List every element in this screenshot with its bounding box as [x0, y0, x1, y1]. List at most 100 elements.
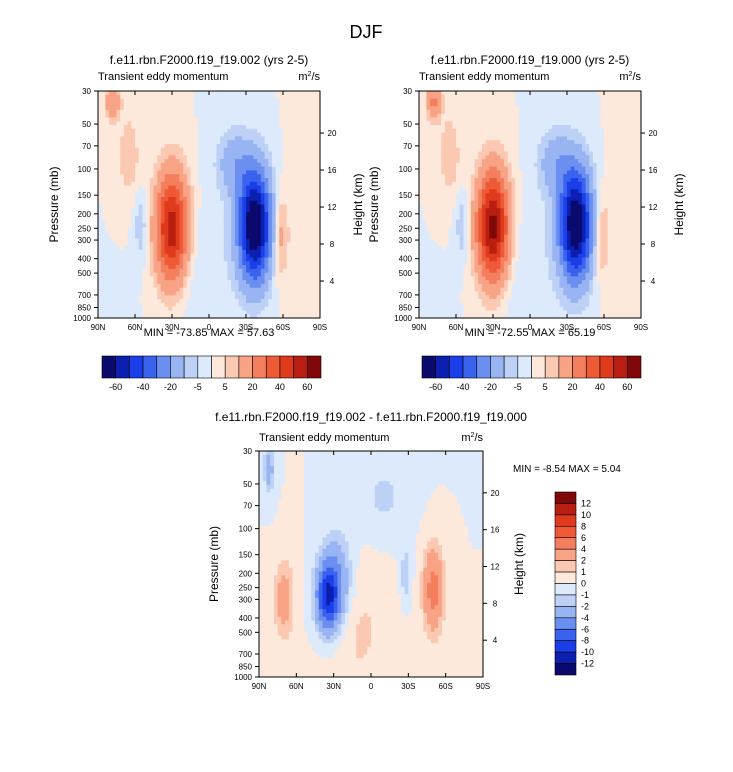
field-cell — [142, 196, 147, 202]
field-cell — [275, 257, 280, 262]
field-cell — [264, 302, 269, 308]
field-cell — [312, 227, 317, 232]
field-cell — [172, 249, 177, 255]
field-cell — [212, 249, 217, 255]
field-cell — [518, 102, 524, 107]
field-cell — [279, 212, 284, 217]
field-cell — [172, 230, 177, 236]
field-cell — [478, 170, 483, 175]
field-cell — [570, 143, 575, 149]
field-cell — [238, 272, 243, 277]
field-cell — [260, 249, 266, 255]
field-cell — [212, 109, 217, 115]
field-cell — [105, 200, 110, 206]
field-cell — [127, 208, 132, 213]
field-cell — [533, 117, 538, 122]
field-cell — [201, 223, 206, 228]
field-cell — [172, 174, 177, 179]
field-cell — [112, 287, 118, 293]
field-cell — [186, 215, 192, 221]
field-cell — [301, 287, 306, 293]
field-cell — [223, 151, 229, 156]
field-cell — [138, 200, 143, 206]
field-cell — [271, 272, 277, 277]
field-cell — [448, 136, 453, 141]
field-cell — [459, 121, 464, 126]
field-cell — [157, 178, 162, 183]
field-cell — [175, 295, 180, 300]
field-cell — [279, 102, 284, 107]
field-cell — [246, 200, 251, 206]
field-cell — [485, 117, 490, 122]
field-cell — [120, 257, 125, 262]
field-cell — [290, 314, 295, 319]
field-cell — [127, 170, 132, 175]
field-cell — [131, 261, 136, 266]
field-cell — [633, 94, 638, 100]
field-cell — [142, 227, 147, 232]
field-cell — [164, 143, 169, 149]
field-cell — [157, 215, 162, 221]
field-cell — [500, 151, 505, 156]
field-cell — [481, 155, 487, 160]
field-cell — [175, 91, 180, 96]
field-cell — [448, 166, 453, 172]
field-cell — [186, 299, 192, 304]
field-cell — [526, 128, 531, 134]
field-cell — [164, 283, 169, 289]
field-cell — [301, 238, 306, 243]
field-cell — [201, 143, 206, 149]
field-cell — [264, 310, 269, 315]
field-cell — [116, 102, 121, 107]
field-cell — [312, 230, 317, 236]
field-cell — [201, 125, 206, 130]
field-cell — [209, 257, 214, 262]
field-cell — [578, 151, 583, 156]
field-cell — [275, 155, 280, 160]
field-cell — [308, 98, 314, 103]
field-cell — [470, 159, 476, 164]
field-cell — [238, 291, 243, 296]
field-cell — [238, 268, 243, 274]
field-cell — [101, 227, 106, 232]
field-cell — [286, 174, 291, 179]
field-cell — [194, 121, 199, 126]
field-cell — [275, 109, 280, 115]
field-cell — [253, 272, 258, 277]
field-cell — [183, 121, 188, 126]
field-cell — [105, 302, 110, 308]
field-cell — [441, 159, 446, 164]
field-cell — [283, 109, 288, 115]
field-cell — [168, 140, 173, 145]
field-cell — [526, 94, 531, 100]
field-cell — [260, 287, 266, 293]
field-cell — [194, 291, 199, 296]
field-cell — [467, 102, 472, 107]
field-cell — [120, 166, 125, 172]
field-cell — [493, 94, 498, 100]
field-cell — [526, 147, 531, 153]
field-cell — [264, 291, 269, 296]
field-cell — [149, 132, 155, 137]
field-cell — [485, 109, 490, 115]
field-cell — [433, 94, 439, 100]
field-cell — [238, 159, 243, 164]
field-cell — [186, 109, 192, 115]
field-cell — [179, 162, 184, 168]
field-cell — [186, 132, 192, 137]
field-cell — [459, 140, 464, 145]
field-cell — [157, 287, 162, 293]
field-cell — [223, 178, 229, 183]
field-cell — [570, 98, 575, 103]
field-cell — [149, 113, 155, 119]
field-cell — [231, 166, 236, 172]
field-cell — [249, 302, 254, 308]
field-cell — [109, 302, 114, 308]
field-cell — [607, 98, 612, 103]
field-cell — [470, 106, 476, 111]
field-cell — [312, 162, 317, 168]
field-cell — [172, 204, 177, 209]
field-cell — [312, 117, 317, 122]
field-cell — [253, 223, 258, 228]
field-cell — [197, 125, 203, 130]
